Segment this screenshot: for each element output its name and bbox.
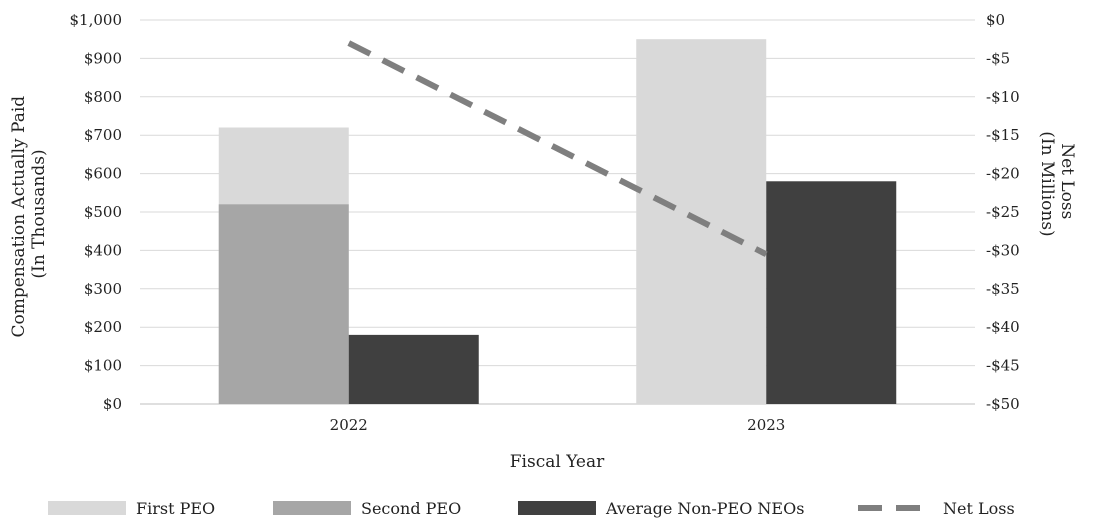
y-tick-label: $400 [84, 241, 122, 259]
net-loss-line-group [347, 40, 768, 257]
legend-swatch [48, 501, 126, 515]
x-axis-title: Fiscal Year [510, 452, 605, 472]
y-axis-title: Compensation Actually Paid (In Thousands… [9, 90, 49, 337]
y-tick-label: $0 [103, 395, 122, 413]
y2-tick-label: -$35 [986, 280, 1020, 298]
legend-label: Net Loss [943, 499, 1015, 518]
legend-label: Average Non-PEO NEOs [605, 499, 804, 518]
legend-swatch [273, 501, 351, 515]
y2-tick-label: -$10 [986, 88, 1020, 106]
y-tick-label: $300 [84, 280, 122, 298]
y-tick-label: $100 [84, 357, 122, 375]
y2-axis-title-line2: (In Millions) [1037, 131, 1057, 236]
y2-tick-label: -$5 [986, 49, 1010, 67]
legend-label: Second PEO [361, 499, 461, 518]
y-tick-label: $600 [84, 165, 122, 183]
legend-label: First PEO [136, 499, 215, 518]
bar-second-peo [218, 204, 349, 404]
bar-average-non-peo-neos [766, 181, 897, 404]
y2-tick-label: -$40 [986, 318, 1020, 336]
y2-tick-label: -$30 [986, 241, 1020, 259]
x-axis-ticks: 2022 2023 [330, 416, 786, 434]
y-tick-label: $900 [84, 49, 122, 67]
y2-tick-label: -$25 [986, 203, 1020, 221]
y2-tick-label: -$15 [986, 126, 1020, 144]
y-tick-label: $200 [84, 318, 122, 336]
y2-axis-title: Net Loss (In Millions) [1037, 131, 1077, 236]
y-tick-label: $700 [84, 126, 122, 144]
y-tick-label: $1,000 [70, 11, 123, 29]
x-tick-label: 2022 [330, 416, 368, 434]
y-axis-title-line1: Compensation Actually Paid [9, 96, 29, 338]
y-axis-title-line2: (In Thousands) [29, 149, 49, 278]
legend-swatch [518, 501, 596, 515]
y2-tick-label: -$50 [986, 395, 1020, 413]
y-tick-label: $500 [84, 203, 122, 221]
y-tick-label: $800 [84, 88, 122, 106]
right-axis-ticks: $0 -$5 -$10 -$15 -$20 -$25 -$30 -$35 -$40 -$45 -$5… [986, 11, 1020, 413]
x-tick-label: 2023 [747, 416, 785, 434]
bars [218, 39, 897, 405]
net-loss-line [347, 40, 768, 257]
left-axis-ticks: $0 $100 $200 $300 $400 $500 $600 $700 $800 $900 $1… [70, 11, 123, 413]
y2-tick-label: -$20 [986, 165, 1020, 183]
y2-tick-label: $0 [986, 11, 1005, 29]
y2-tick-label: -$45 [986, 357, 1020, 375]
y2-axis-title-line1: Net Loss [1057, 143, 1077, 219]
legend: First PEO Second PEO Average Non-PEO NEOs N… [48, 499, 1015, 518]
bar-average-non-peo-neos [348, 334, 479, 404]
